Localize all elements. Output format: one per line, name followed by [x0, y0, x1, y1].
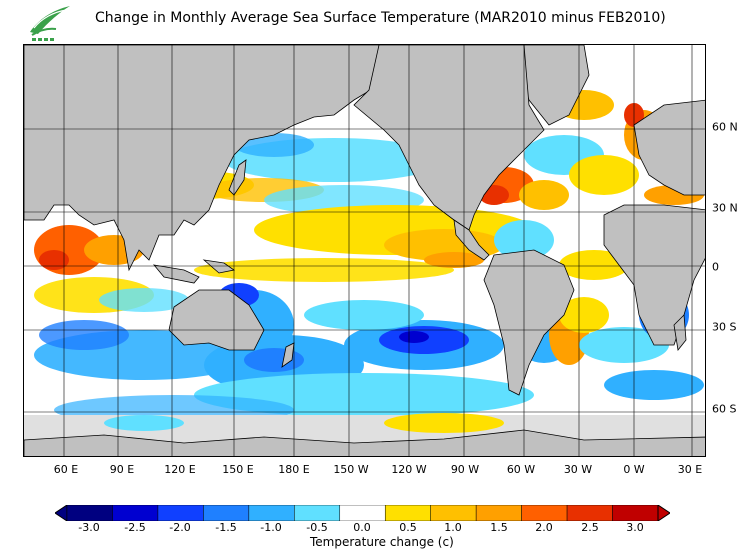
lon-label-30w: 30 W: [563, 463, 593, 476]
hko-leaf-logo-icon: [26, 2, 74, 44]
colorbar-tick: -2.5: [124, 521, 146, 534]
lat-label-60n: 60 N: [712, 120, 738, 134]
lon-label-60w: 60 W: [506, 463, 536, 476]
lon-label-150w: 150 W: [333, 463, 369, 476]
colorbar-tick: 0.0: [353, 521, 371, 534]
colorbar-tick: 1.0: [444, 521, 462, 534]
lat-label-60s: 60 S: [712, 402, 737, 416]
colorbar-tick: -2.0: [169, 521, 191, 534]
colorbar-swatch: [430, 505, 477, 521]
colorbar-tick: -1.5: [215, 521, 237, 534]
colorbar-min-arrow: [55, 505, 68, 521]
lon-label-180e: 180 E: [278, 463, 310, 476]
sst-change-map: [23, 44, 706, 457]
colorbar-swatch: [339, 505, 386, 521]
colorbar-swatch: [294, 505, 341, 521]
colorbar-swatch: [384, 505, 431, 521]
colorbar-tick: -0.5: [306, 521, 328, 534]
colorbar: [55, 505, 670, 521]
colorbar-swatch: [475, 505, 522, 521]
land-masses: [24, 45, 705, 456]
colorbar-tick: -3.0: [78, 521, 100, 534]
lat-label-30s: 30 S: [712, 320, 737, 334]
colorbar-tick: 1.5: [490, 521, 508, 534]
lon-label-150e: 150 E: [222, 463, 254, 476]
chart-title: Change in Monthly Average Sea Surface Te…: [95, 10, 666, 26]
colorbar-swatch: [112, 505, 159, 521]
lon-label-120e: 120 E: [164, 463, 196, 476]
colorbar-tick: -1.0: [260, 521, 282, 534]
lat-label-0: 0: [712, 260, 719, 274]
lon-label-30e: 30 E: [677, 463, 703, 476]
colorbar-swatch: [566, 505, 613, 521]
lon-label-90e: 90 E: [109, 463, 135, 476]
colorbar-tick: 0.5: [399, 521, 417, 534]
lon-label-120w: 120 W: [391, 463, 427, 476]
colorbar-swatch: [203, 505, 250, 521]
colorbar-label: Temperature change (c): [310, 535, 454, 549]
colorbar-swatch: [612, 505, 659, 521]
colorbar-tick: 3.0: [626, 521, 644, 534]
colorbar-swatch: [248, 505, 295, 521]
lon-label-0w: 0 W: [623, 463, 645, 476]
colorbar-tick: 2.0: [535, 521, 553, 534]
colorbar-swatch: [157, 505, 204, 521]
lon-label-90w: 90 W: [450, 463, 480, 476]
grid-lines: [24, 45, 705, 456]
colorbar-max-arrow: [657, 505, 670, 521]
colorbar-swatch: [521, 505, 568, 521]
colorbar-tick: 2.5: [581, 521, 599, 534]
lat-label-30n: 30 N: [712, 201, 738, 215]
lon-label-60e: 60 E: [53, 463, 79, 476]
colorbar-swatch: [66, 505, 113, 521]
